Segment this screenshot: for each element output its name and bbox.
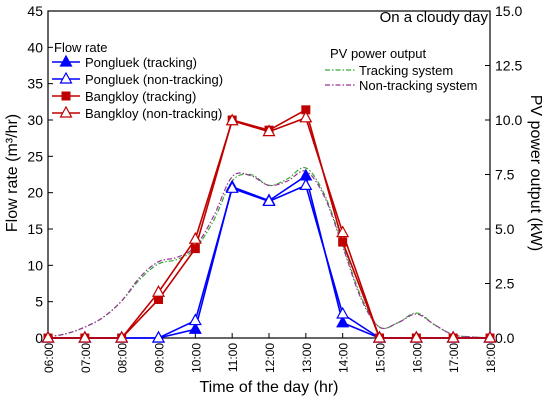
x-tick-label: 10:00 [189, 343, 203, 373]
x-tick-label: 17:00 [447, 343, 461, 373]
data-point [299, 110, 313, 123]
y-right-tick-label: 12.5 [495, 58, 522, 74]
legend-pv-power: PV power output Tracking systemNon-track… [325, 46, 477, 93]
x-tick-label: 07:00 [79, 343, 93, 373]
y-right-tick-label: 5.0 [495, 221, 515, 237]
y-left-tick-label: 25 [27, 148, 43, 164]
y-axis-left-label: Flow rate (m³/hr) [4, 114, 21, 232]
y-left-tick-label: 30 [27, 112, 43, 128]
legend-flow-marker [59, 105, 73, 118]
data-point [41, 330, 55, 343]
y-right-tick-label: 0.0 [495, 330, 515, 346]
data-point [188, 313, 202, 326]
legend-flow-label: Bangkloy (non-tracking) [85, 106, 222, 121]
y-left-tick-label: 35 [27, 76, 43, 92]
y-right-tick-label: 10.0 [495, 112, 522, 128]
legend-flow-title: Flow rate [54, 40, 107, 55]
y-left-tick-label: 45 [27, 3, 43, 19]
data-point [188, 231, 202, 244]
legend-pv-title: PV power output [330, 46, 427, 61]
x-axis-label: Time of the day (hr) [199, 379, 338, 396]
data-point [338, 237, 348, 247]
flow-line-3 [48, 116, 490, 339]
x-tick-label: 18:00 [484, 343, 498, 373]
chart-annotation: On a cloudy day [380, 9, 489, 26]
x-axis: 06:00 07:00 08:00 09:00 10:00 11:00 12:00 13:00… [42, 333, 498, 373]
y-right-tick-label: 15.0 [495, 3, 522, 19]
data-point [336, 225, 350, 238]
data-point [78, 330, 92, 343]
y-left-tick-label: 5 [35, 294, 43, 310]
y-axis-right-label: PV power output (kW) [527, 95, 544, 252]
x-tick-label: 16:00 [410, 343, 424, 373]
x-tick-label: 08:00 [116, 343, 130, 373]
y-left-tick-label: 15 [27, 221, 43, 237]
legend-pv-label: Tracking system [359, 63, 453, 78]
pv-line-non-tracking [47, 170, 491, 339]
x-tick-label: 11:00 [226, 343, 240, 372]
x-tick-label: 09:00 [153, 343, 167, 373]
x-tick-label: 15:00 [374, 343, 388, 373]
data-point [151, 330, 166, 343]
flow-rate-lines [41, 105, 497, 343]
x-tick-label: 12:00 [263, 343, 277, 373]
legend-flow-marker [61, 91, 71, 101]
data-point [225, 181, 239, 193]
legend-flow-marker [59, 71, 73, 84]
data-point [336, 306, 350, 319]
y-left-tick-label: 20 [27, 185, 43, 201]
data-point [115, 330, 129, 343]
data-point [262, 194, 276, 206]
flow-line-1 [48, 184, 490, 339]
data-point [336, 315, 350, 328]
data-point [262, 124, 276, 137]
y-right-tick-label: 7.5 [495, 167, 515, 183]
legend-flow-rate: Flow rate Pongluek (tracking) Pongluek (n… [52, 40, 223, 121]
y-right-tick-label: 2.5 [495, 276, 515, 292]
legend-flow-label: Bangkloy (tracking) [85, 89, 196, 104]
legend-flow-label: Pongluek (non-tracking) [85, 72, 223, 87]
data-point [409, 330, 423, 343]
x-tick-label: 06:00 [42, 343, 56, 373]
data-point [188, 322, 202, 334]
legend-flow-label: Pongluek (tracking) [85, 55, 197, 70]
data-point [299, 178, 313, 190]
flow-line-2 [48, 108, 490, 339]
data-point [483, 330, 497, 343]
pv-power-lines [47, 166, 491, 339]
x-tick-label: 14:00 [337, 343, 351, 373]
data-point [372, 330, 387, 343]
y-left-tick-label: 40 [27, 39, 43, 55]
legend-pv-label: Non-tracking system [359, 78, 477, 93]
y-left-tick-label: 0 [35, 330, 43, 346]
y-axis-right: 0.0 2.5 5.0 7.5 10.0 12.5 15.0 [485, 3, 522, 346]
y-left-tick-label: 10 [27, 257, 43, 273]
y-axis-left: 0 5 10 15 20 25 30 35 40 45 [27, 3, 53, 346]
legend-flow-marker [59, 54, 73, 67]
pv-line-tracking [47, 166, 491, 339]
data-point [446, 330, 460, 343]
x-tick-label: 13:00 [300, 343, 314, 373]
data-point [225, 113, 239, 126]
data-point [151, 284, 166, 297]
data-point [190, 244, 200, 254]
